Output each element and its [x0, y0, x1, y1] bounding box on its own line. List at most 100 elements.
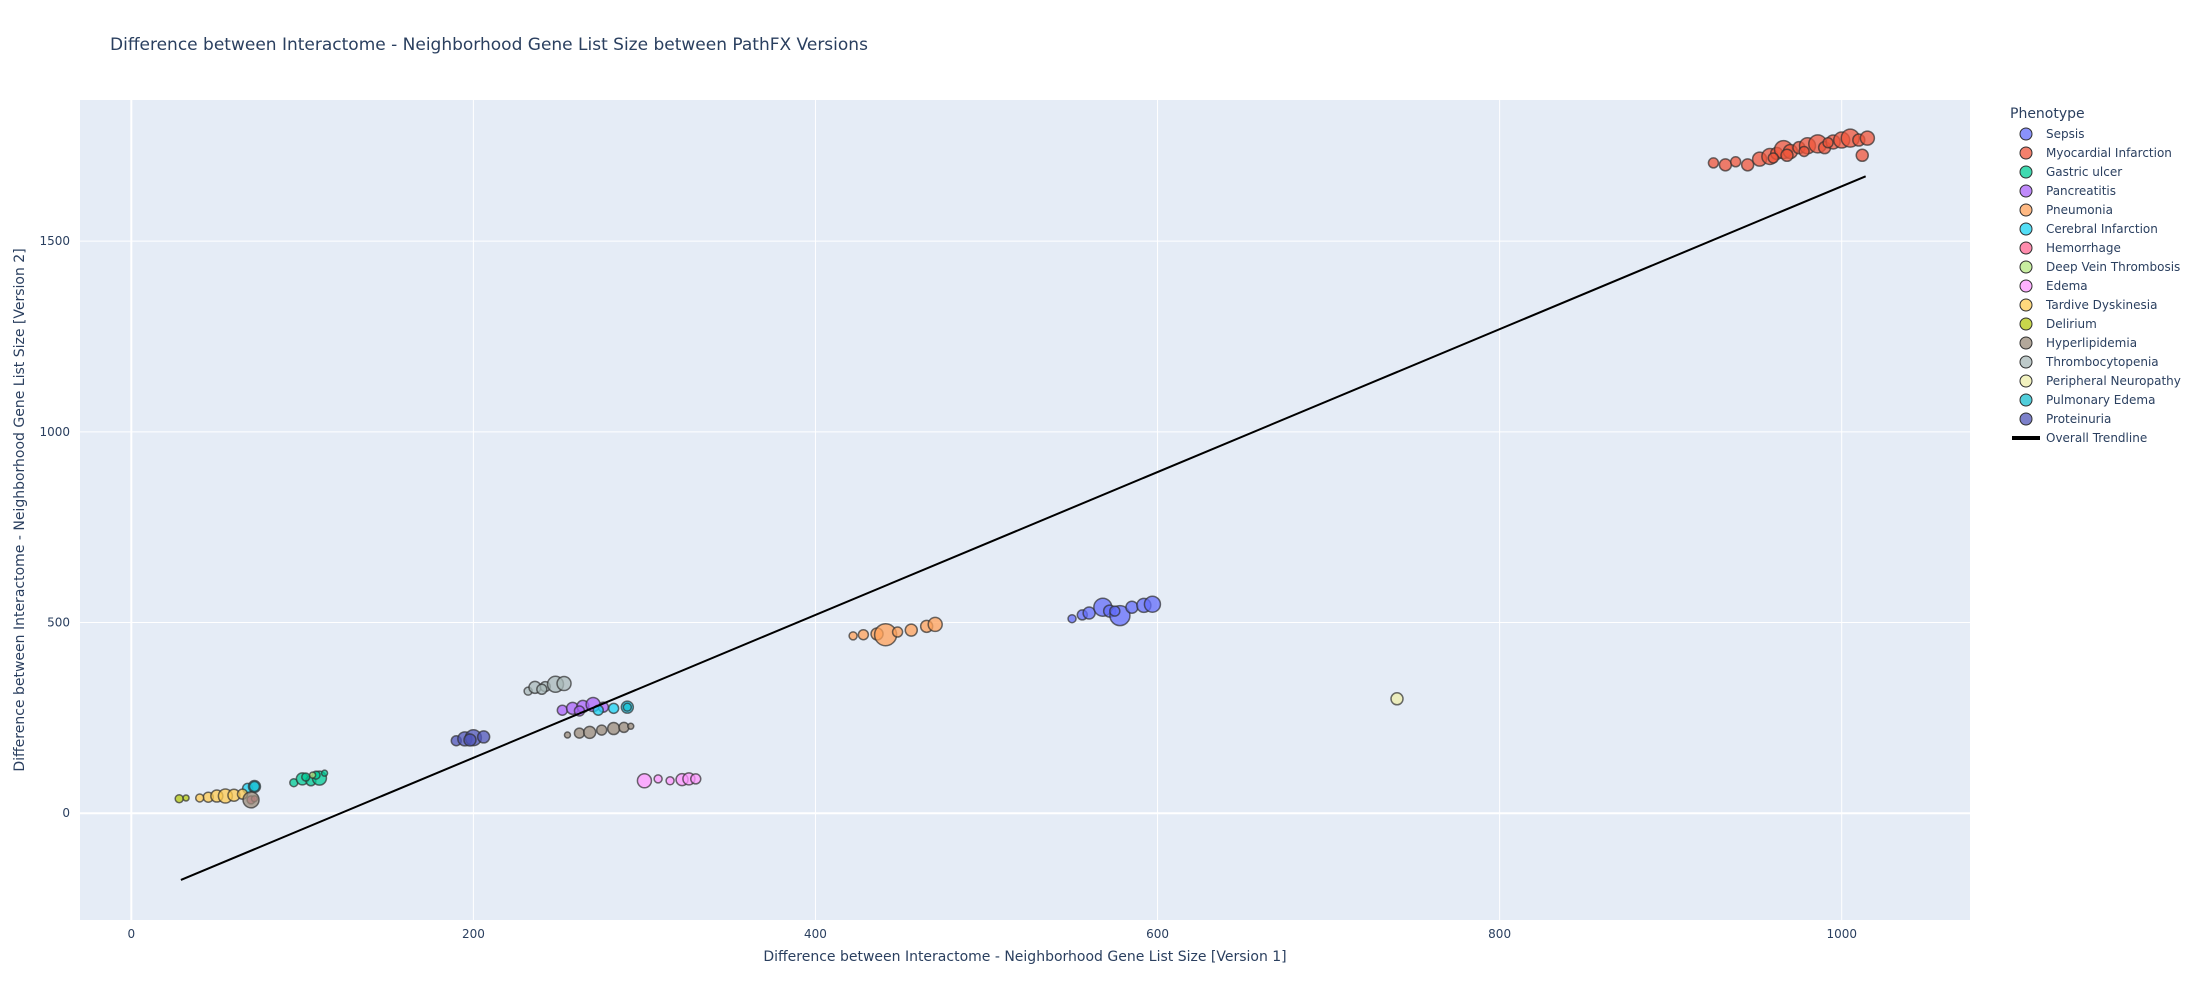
data-point[interactable] [563, 731, 572, 739]
y-axis-ticks: 0 500 1000 1500 [39, 234, 70, 820]
y-axis-title: Difference between Interactome - Neighbo… [12, 248, 28, 771]
data-point[interactable] [1143, 595, 1162, 613]
data-point[interactable] [582, 725, 597, 740]
data-point[interactable] [463, 733, 477, 747]
x-tick-label: 200 [462, 927, 485, 941]
data-point[interactable] [1729, 156, 1742, 168]
legend-marker[interactable] [2019, 146, 2033, 160]
data-point[interactable] [242, 791, 260, 809]
data-point[interactable] [1859, 130, 1876, 146]
legend-item-label[interactable]: Pneumonia [2046, 203, 2113, 217]
y-tick-label: 0 [62, 806, 70, 820]
x-axis-title: Difference between Interactome - Neighbo… [763, 949, 1286, 965]
legend-item-label[interactable]: Hyperlipidemia [2046, 336, 2137, 350]
legend-item-label[interactable]: Tardive Dyskinesia [2045, 298, 2157, 312]
data-point[interactable] [320, 769, 329, 777]
data-point[interactable] [665, 776, 675, 786]
data-point[interactable] [927, 616, 943, 633]
legend-marker[interactable] [2019, 336, 2033, 350]
grid-lines [80, 100, 1970, 920]
data-point[interactable] [248, 780, 261, 793]
legend-item-label[interactable]: Hemorrhage [2046, 241, 2121, 255]
legend-marker[interactable] [2019, 127, 2033, 141]
data-point[interactable] [573, 727, 586, 739]
legend-item-label[interactable]: Pulmonary Edema [2046, 393, 2155, 407]
legend-item-label[interactable]: Gastric ulcer [2046, 165, 2122, 179]
trendline-layer [180, 175, 1867, 881]
data-point[interactable] [595, 724, 608, 736]
data-point[interactable] [1707, 157, 1720, 169]
legend-marker[interactable] [2019, 260, 2033, 274]
data-point[interactable] [1390, 692, 1404, 706]
trendline[interactable] [180, 175, 1867, 881]
legend-marker[interactable] [2019, 184, 2033, 198]
plot-area [80, 100, 1970, 920]
data-point[interactable] [1067, 613, 1077, 624]
data-point[interactable] [174, 793, 184, 804]
data-point[interactable] [1798, 145, 1810, 158]
data-point[interactable] [1718, 158, 1733, 172]
data-point[interactable] [857, 628, 870, 641]
legend-marker[interactable] [2019, 279, 2033, 293]
legend-marker[interactable] [2019, 393, 2033, 407]
legend-item-label[interactable]: Myocardial Infarction [2046, 146, 2172, 160]
legend-item-label[interactable]: Proteinuria [2046, 412, 2111, 426]
legend-item-label[interactable]: Deep Vein Thrombosis [2046, 260, 2180, 274]
data-point[interactable] [556, 675, 572, 692]
legend-item-label[interactable]: Edema [2046, 279, 2088, 293]
y-tick-label: 1500 [39, 234, 70, 248]
data-point[interactable] [606, 721, 621, 736]
legend-marker[interactable] [2019, 298, 2033, 312]
legend[interactable]: Phenotype Sepsis Myocardial Infarction Gas… [2010, 106, 2181, 445]
data-point[interactable] [627, 722, 635, 731]
data-point[interactable] [1855, 148, 1869, 163]
data-point[interactable] [689, 773, 702, 785]
data-point[interactable] [1822, 136, 1834, 149]
data-point[interactable] [904, 623, 919, 637]
data-point[interactable] [1767, 152, 1780, 164]
legend-item-label[interactable]: Sepsis [2046, 127, 2084, 141]
data-point[interactable] [891, 626, 904, 638]
x-tick-label: 800 [1488, 927, 1511, 941]
y-tick-label: 500 [47, 616, 70, 630]
legend-item-label[interactable]: Thrombocytopenia [2045, 355, 2159, 369]
data-point[interactable] [848, 631, 858, 641]
legend-marker[interactable] [2019, 355, 2033, 369]
x-tick-label: 400 [804, 927, 827, 941]
legend-item-label[interactable]: Pancreatitis [2046, 184, 2116, 198]
data-point[interactable] [1740, 158, 1755, 172]
legend-marker[interactable] [2019, 165, 2033, 179]
legend-marker[interactable] [2019, 222, 2033, 236]
legend-title: Phenotype [2010, 106, 2085, 122]
chart-title: Difference between Interactome - Neighbo… [110, 35, 868, 55]
legend-marker[interactable] [2019, 374, 2033, 388]
legend-marker[interactable] [2019, 241, 2033, 255]
data-point[interactable] [182, 794, 190, 802]
legend-marker[interactable] [2019, 317, 2033, 331]
x-axis-ticks: 0 200 400 600 800 1000 [127, 927, 1857, 941]
x-tick-label: 600 [1146, 927, 1169, 941]
data-point[interactable] [556, 704, 569, 716]
legend-item-label[interactable]: Cerebral Infarction [2046, 222, 2158, 236]
data-point[interactable] [194, 793, 205, 803]
data-point[interactable] [607, 702, 620, 715]
data-point[interactable] [622, 702, 633, 712]
data-point[interactable] [653, 774, 663, 784]
data-point[interactable] [308, 771, 317, 779]
data-point[interactable] [301, 772, 311, 782]
data-point[interactable] [636, 773, 653, 789]
data-point[interactable] [536, 683, 548, 696]
data-point[interactable] [476, 730, 491, 744]
data-points [174, 128, 1876, 809]
legend-marker[interactable] [2019, 203, 2033, 217]
data-point[interactable] [1109, 605, 1121, 617]
data-point[interactable] [1780, 148, 1794, 163]
legend-item-label[interactable]: Overall Trendline [2046, 431, 2147, 445]
legend-item-label[interactable]: Delirium [2046, 317, 2097, 331]
x-tick-label: 1000 [1826, 927, 1857, 941]
data-point[interactable] [1125, 600, 1139, 615]
legend-item-label[interactable]: Peripheral Neuropathy [2046, 374, 2181, 388]
y-tick-label: 1000 [39, 425, 70, 439]
legend-marker[interactable] [2019, 412, 2033, 426]
